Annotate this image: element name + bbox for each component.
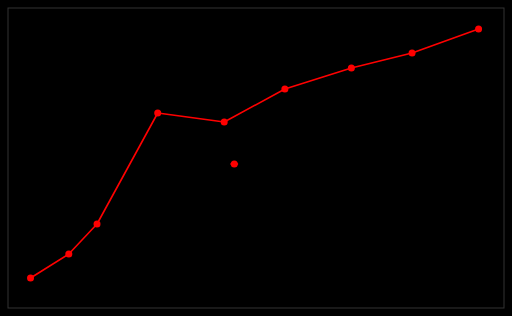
point <box>27 275 34 282</box>
point <box>348 65 355 72</box>
point <box>281 86 288 93</box>
point <box>475 26 482 33</box>
point <box>221 119 228 126</box>
point <box>65 251 72 258</box>
chart <box>0 0 512 316</box>
point <box>231 161 238 168</box>
point <box>409 50 416 57</box>
line <box>31 29 479 278</box>
point <box>94 221 101 228</box>
chart-container <box>0 0 512 316</box>
plot-area <box>27 26 482 282</box>
point <box>154 110 161 117</box>
background <box>0 0 512 316</box>
plot-frame <box>8 8 504 308</box>
